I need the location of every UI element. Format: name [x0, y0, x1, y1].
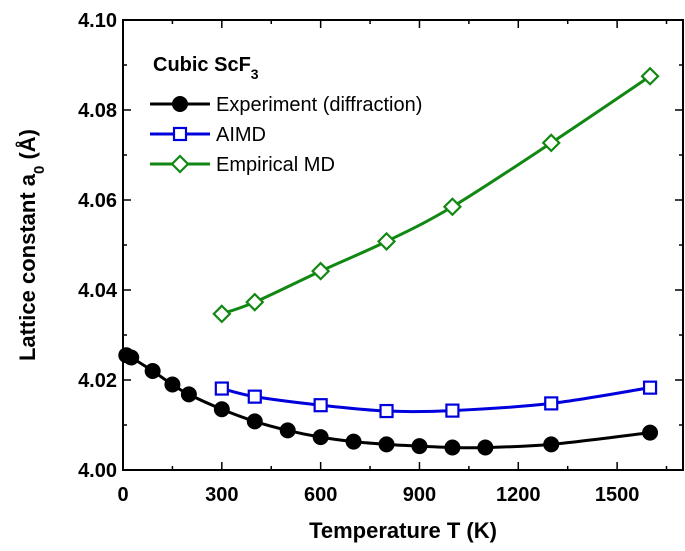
- series-line-aimd: [221, 386, 651, 414]
- data-point-experiment: [444, 439, 461, 456]
- data-point-aimd: [313, 398, 328, 413]
- data-point-empirical-md: [311, 261, 331, 281]
- data-point-aimd: [642, 380, 658, 395]
- series-line-experiment: [125, 353, 651, 450]
- y-axis-title-main: Lattice constant a: [15, 173, 40, 361]
- data-point-experiment: [345, 433, 362, 450]
- legend-label-empirical-md: Empirical MD: [216, 154, 335, 176]
- data-point-empirical-md: [376, 231, 397, 251]
- data-point-experiment: [411, 438, 428, 455]
- data-point-experiment: [543, 436, 560, 453]
- legend: Cubic ScF3 Experiment (diffraction)AIMDE…: [150, 54, 422, 176]
- legend-item-experiment: Experiment (diffraction): [150, 94, 422, 116]
- x-tick-label: 1500: [595, 484, 640, 506]
- series-aimd: [214, 380, 658, 419]
- y-tick-label: 4.06: [78, 190, 117, 212]
- y-axis-title-tail: (Å): [14, 129, 40, 166]
- data-point-experiment: [279, 422, 296, 439]
- y-axis-title: Lattice constant a0 (Å): [14, 129, 48, 361]
- x-tick-label: 600: [304, 484, 337, 506]
- y-axis-title-sub: 0: [31, 166, 48, 174]
- data-point-experiment: [477, 439, 494, 456]
- legend-marker-experiment: [172, 96, 188, 112]
- legend-marker-aimd: [172, 126, 188, 142]
- ticks: [122, 19, 683, 471]
- data-point-experiment: [378, 436, 395, 453]
- data-point-experiment: [213, 401, 230, 418]
- x-tick-label: 900: [403, 484, 436, 506]
- data-point-empirical-md: [442, 197, 462, 217]
- x-tick-labels: 0 300 600 900 1200 1500: [117, 484, 639, 506]
- legend-marker-empirical-md: [170, 154, 190, 174]
- x-tick-label: 1200: [496, 484, 541, 506]
- y-tick-label: 4.04: [78, 280, 118, 302]
- data-point-empirical-md: [541, 133, 561, 153]
- data-point-experiment: [180, 386, 197, 403]
- series-empirical-md: [212, 66, 660, 324]
- data-point-aimd: [247, 389, 262, 404]
- data-point-aimd: [214, 381, 229, 396]
- x-axis-title: Temperature T (K): [309, 518, 497, 543]
- y-tick-label: 4.10: [78, 10, 117, 32]
- y-tick-label: 4.08: [78, 100, 117, 122]
- series-experiment: [118, 347, 659, 456]
- data-point-experiment: [144, 363, 161, 379]
- legend-title: Cubic ScF3: [153, 54, 259, 82]
- y-tick-label: 4.00: [78, 460, 117, 482]
- legend-label-aimd: AIMD: [216, 124, 266, 146]
- legend-title-main: Cubic ScF: [153, 54, 251, 76]
- x-tick-label: 0: [117, 484, 128, 506]
- data-point-experiment: [123, 349, 140, 366]
- data-point-aimd: [544, 396, 559, 411]
- legend-title-sub: 3: [251, 66, 259, 82]
- data-point-empirical-md: [245, 292, 265, 312]
- y-tick-label: 4.02: [78, 370, 117, 392]
- legend-item-empirical-md: Empirical MD: [150, 154, 335, 176]
- y-tick-labels: 4.00 4.02 4.04 4.06 4.08 4.10: [78, 10, 118, 482]
- data-point-empirical-md: [640, 66, 660, 86]
- data-point-experiment: [246, 413, 263, 430]
- data-point-experiment: [312, 429, 329, 446]
- legend-items: Experiment (diffraction) AIMD Empirical MD: [150, 94, 422, 176]
- legend-label-experiment: Experiment (diffraction): [216, 94, 422, 116]
- legend-item-aimd: AIMD: [150, 124, 266, 146]
- x-tick-label: 300: [205, 484, 238, 506]
- data-point-aimd: [445, 403, 460, 418]
- series-layer: [118, 66, 660, 456]
- data-point-aimd: [379, 403, 394, 419]
- data-point-empirical-md: [212, 304, 232, 324]
- data-point-experiment: [164, 376, 181, 393]
- data-point-experiment: [642, 424, 659, 441]
